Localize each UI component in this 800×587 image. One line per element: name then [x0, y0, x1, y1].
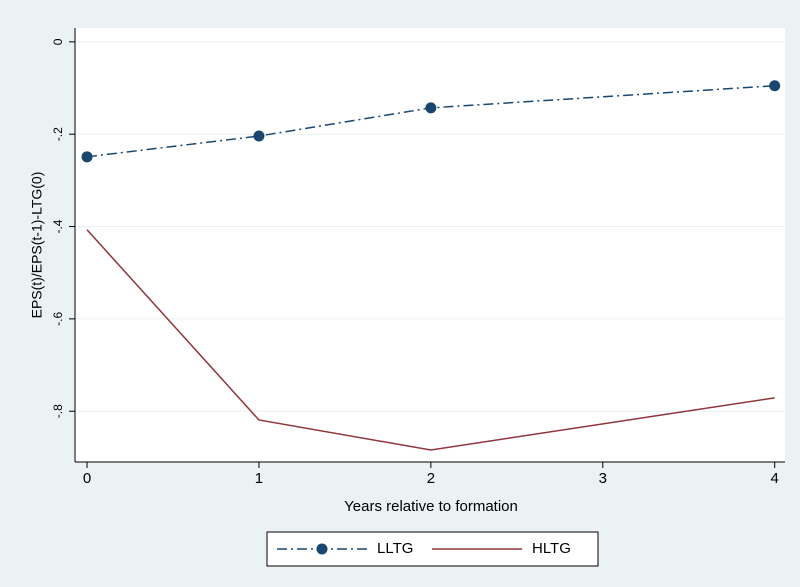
y-tick-label: -.2 [51, 127, 65, 141]
legend-marker [316, 543, 328, 555]
x-tick-label: 0 [83, 470, 91, 487]
legend-label: LLTG [377, 540, 413, 557]
point [425, 102, 437, 114]
x-tick-label: 4 [771, 470, 779, 487]
y-tick-label: 0 [51, 38, 65, 45]
y-tick-label: -.4 [51, 219, 65, 233]
plot-area [75, 28, 785, 462]
legend-label: HLTG [532, 540, 571, 557]
point [81, 151, 93, 163]
point [253, 130, 265, 142]
x-tick-label: 1 [255, 470, 263, 487]
y-tick-label: -.6 [51, 312, 65, 326]
point [769, 80, 781, 92]
x-tick-label: 2 [427, 470, 435, 487]
series-line [86, 229, 775, 451]
x-axis-label: Years relative to formation [344, 498, 518, 515]
x-tick-label: 3 [599, 470, 607, 487]
y-axis-label: EPS(t)/EPS(t-1)-LTG(0) [29, 172, 45, 319]
series-line [86, 84, 775, 158]
y-tick-label: -.8 [51, 404, 65, 418]
